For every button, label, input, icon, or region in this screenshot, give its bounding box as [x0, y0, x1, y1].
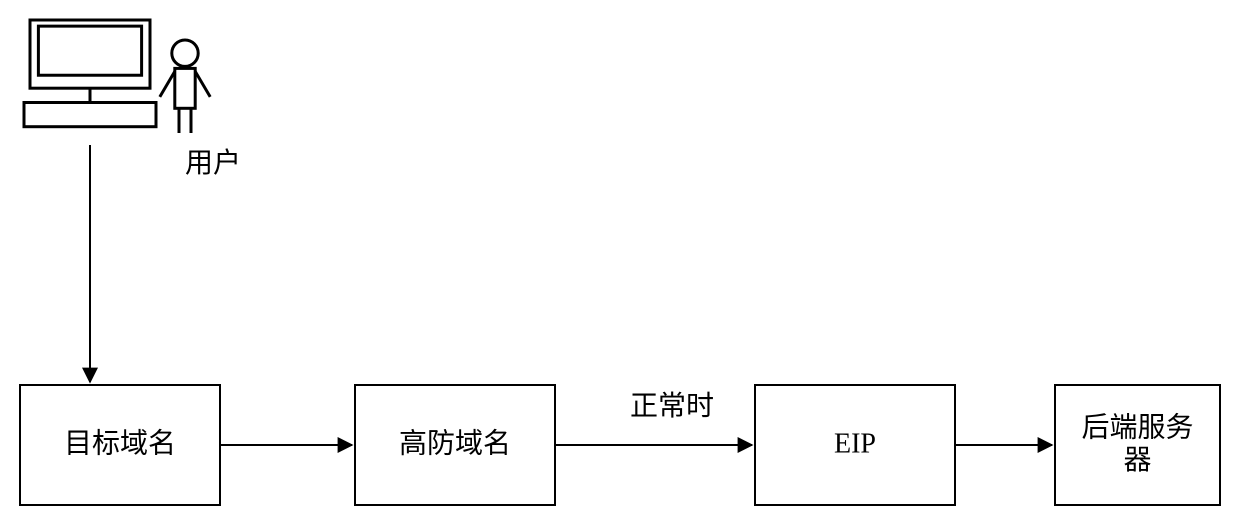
high-defense-domain-box: 高防域名 — [355, 385, 555, 505]
person-icon — [160, 40, 210, 133]
high-defense-domain-box-label: 高防域名 — [399, 428, 511, 460]
target-domain-box: 目标域名 — [20, 385, 220, 505]
edge-label-normal: 正常时 — [630, 390, 714, 422]
backend-server-box: 后端服务器 — [1055, 385, 1220, 505]
eip-box-label: EIP — [834, 429, 876, 460]
backend-server-box-label: 器 — [1123, 445, 1151, 476]
eip-box: EIP — [755, 385, 955, 505]
computer-icon — [24, 20, 156, 127]
user-label: 用户 — [185, 147, 241, 179]
backend-server-box-label: 后端服务 — [1081, 412, 1193, 444]
target-domain-box-label: 目标域名 — [64, 428, 176, 460]
